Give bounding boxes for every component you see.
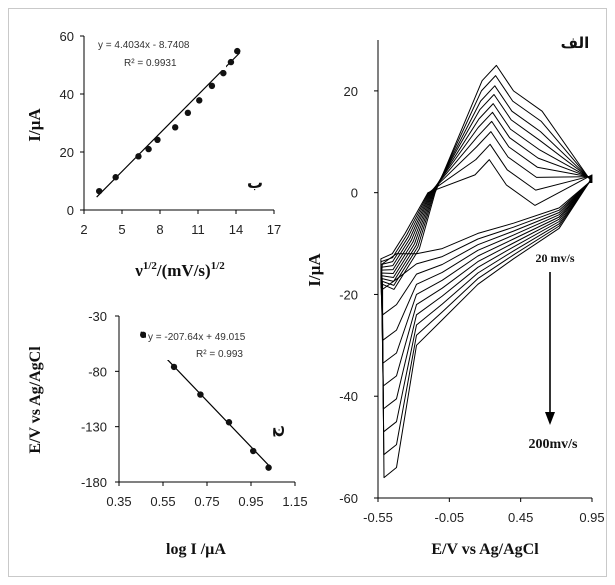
b-x-tick-label: 11 [191,222,205,237]
c-y-tick-label: -180 [81,475,107,490]
main-y-tick-label: -20 [339,287,358,302]
b-data-point [220,69,227,77]
c-data-point [170,363,178,371]
b-data-point [145,145,152,153]
main-y-label: I/µA [305,253,324,287]
c-x-label: log I /µA [166,541,226,558]
panel-b-chart: 0 20 40 60 2 5 8 11 14 17 y = 4.4034x - 8.7408 R²… [25,29,281,280]
c-y-label: E/V vs Ag/AgCl [27,346,44,454]
b-x-tick-label: 2 [80,222,87,237]
b-data-point [154,136,161,144]
b-x-tick-label: 17 [267,222,281,237]
main-annotation-start: 20 mv/s [536,251,575,265]
c-y-tick-label: -80 [88,364,107,379]
c-data-point [265,464,272,471]
c-equation-box [146,328,282,360]
b-x-tick-label: 5 [118,222,125,237]
c-x-tick-label: 1.15 [282,494,307,509]
main-cv-chart: 20 0 -20 -40 -60 -0.55 -0.05 0.45 0.95 الف 20 mv… [305,34,605,558]
main-panel-label: الف [561,34,590,52]
c-data-point [140,331,147,339]
b-x-tick-label: 8 [156,222,163,237]
b-y-tick-label: 40 [60,87,74,102]
c-x-tick-label: 0.55 [150,494,175,509]
panel-c-chart: -30 -80 -130 -180 0.35 0.55 0.75 0.95 1.15 y = -… [27,309,308,558]
b-x-tick-label: 14 [229,222,243,237]
main-x-tick-label: -0.05 [435,510,465,525]
c-y-tick-label: -130 [81,420,107,435]
b-x-label: ν1/2/(mV/s)1/2 [134,260,225,280]
main-y-tick-label: 20 [344,84,358,99]
b-y-tick-label: 0 [67,203,74,218]
scan-rate-arrowhead [545,412,555,425]
b-data-point [172,124,179,131]
b-data-point [135,153,142,160]
b-panel-label: ب [247,173,263,192]
b-data-point [196,97,203,104]
c-x-tick-label: 0.35 [106,494,131,509]
main-annotation-end: 200mv/s [529,437,579,452]
c-r2: R² = 0.993 [196,349,243,360]
main-y-tick-label: -40 [339,389,358,404]
b-fit-line [96,52,241,198]
b-equation: y = 4.4034x - 8.7408 [98,40,190,51]
b-y-tick-label: 60 [60,29,74,44]
b-data-point [227,58,235,66]
b-equation-box [96,38,226,70]
b-r2: R² = 0.9931 [124,58,177,69]
main-x-tick-label: 0.95 [579,510,604,525]
c-data-point [225,419,233,426]
main-y-tick-label: -60 [339,491,358,506]
b-data-point [112,174,119,181]
c-x-tick-label: 0.95 [238,494,263,509]
c-y-tick-label: -30 [88,309,107,324]
main-y-tick-label: 0 [351,186,358,201]
b-data-point [208,82,216,90]
b-data-point [184,109,192,117]
c-equation: y = -207.64x + 49.015 [148,332,246,343]
cv-curve-200mvs [382,64,593,479]
b-y-tick-label: 20 [60,145,74,160]
main-x-tick-label: -0.55 [363,510,393,525]
main-x-label: E/V vs Ag/AgCl [431,541,539,558]
b-y-label: I/µA [25,108,44,142]
c-x-tick-label: 0.75 [194,494,219,509]
c-panel-label: ج [265,426,284,438]
b-data-point [234,47,241,55]
c-data-point [197,391,204,398]
c-data-point [250,447,257,455]
b-data-point [96,187,103,195]
main-x-tick-label: 0.45 [508,510,533,525]
